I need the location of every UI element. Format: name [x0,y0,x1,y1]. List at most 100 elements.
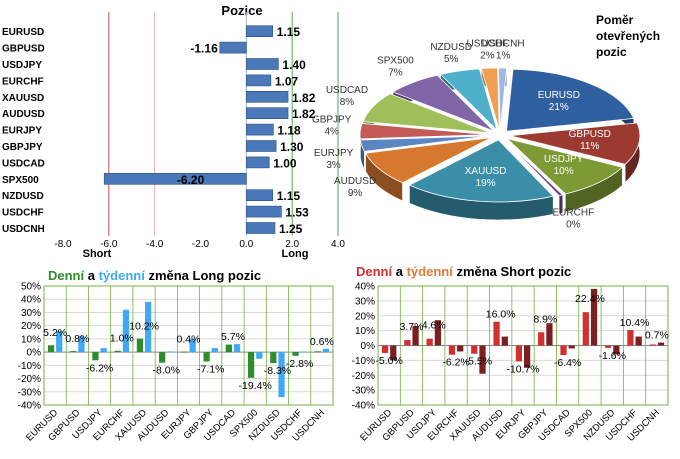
daily-bar [70,351,77,353]
daily-bar [471,345,478,354]
position-bar [246,107,289,119]
x-tick-label: 2.0 [285,239,299,250]
pie-slice [505,137,624,195]
category-label: SPX500 [2,175,39,186]
weekly-bar [256,352,263,359]
value-label: 1.82 [292,91,316,105]
long-title-weekly: týdenní [99,268,146,283]
weekly-bar [100,348,107,353]
value-label: 1.15 [277,189,301,203]
positions-title: Pozice [221,3,262,18]
x-tick-label: -6.0 [100,239,118,250]
weekly-bar [501,336,508,346]
pie-slice-label: USDJPY [544,154,584,165]
pie-slice [506,68,635,132]
data-label: -5.5% [465,356,492,368]
pie-slice [504,139,564,197]
weekly-bar [122,309,130,353]
pie-slice [392,74,495,132]
position-bar [246,156,270,169]
data-label: 5.7% [221,331,245,343]
y-tick-label: 10% [21,334,41,345]
x-tick-label: -2.0 [192,239,210,250]
data-label: 0.6% [310,336,334,348]
weekly-bar [524,345,531,368]
pie-slice [364,137,492,184]
y-tick-label: -10% [18,361,41,372]
data-label: -1.6% [599,350,626,362]
category-label: AUDUSD [2,109,45,120]
value-label: 1.00 [273,156,297,170]
pie-slice-label: USDCNH [482,38,525,49]
position-bar [103,173,247,185]
weekly-bar [322,348,330,353]
daily-bar [448,345,456,355]
x-tick-label: -8.0 [54,239,72,250]
pie-slice-label: AUDUSD [334,176,376,187]
data-label: 4.6% [422,320,446,332]
x-tick-label: -4.0 [146,239,164,250]
daily-bar [159,352,166,363]
pie-slice-percent: 1% [496,50,511,61]
value-label: 1.30 [280,140,304,154]
category-label: USDCHF [2,208,44,219]
data-label: -8.3% [264,365,291,377]
pie-slice-percent: 19% [476,178,496,189]
data-label: -6.2% [442,357,469,369]
pie-slice-percent: 11% [580,141,599,152]
pie-slice [359,123,491,140]
category-label: XAUUSD [2,93,44,104]
short-title-daily: Denní [356,264,393,279]
pie-slice-percent: 4% [324,126,339,137]
pie-slice [362,93,492,134]
weekly-bar [568,345,575,349]
daily-bar [314,351,321,353]
y-tick-label: 30% [21,308,41,319]
daily-bar [604,345,612,348]
pie-slice [359,135,491,152]
pie-title-line-1: Poměr [596,13,634,27]
y-tick-label: 30% [355,296,375,307]
data-label: -6.2% [86,362,113,374]
pie-slice-label: GBPUSD [569,129,611,140]
pie-slice [509,122,641,165]
pie-slice-percent: 21% [549,102,569,113]
weekly-bar [145,301,152,353]
category-label: USDCNH [2,224,45,235]
value-label: 1.18 [277,124,301,138]
weekly-bar [457,345,464,352]
weekly-bar [189,338,196,353]
pie-slice-label: USDCHF [467,39,509,50]
y-tick-label: 0% [361,341,376,352]
y-tick-label: 20% [355,311,375,322]
data-label: -2.8% [286,358,313,370]
pie-slice-percent: 9% [348,188,363,199]
position-bar [246,205,282,218]
weekly-bar [278,352,285,398]
y-tick-label: -30% [18,387,41,398]
weekly-bar [300,351,307,353]
y-tick-label: -30% [352,386,375,397]
data-label: 0.7% [645,330,669,342]
x-tick-label: 0.0 [239,239,253,250]
pie-slice-label: EURCHF [553,208,595,219]
position-bar [246,222,276,234]
y-tick-label: -40% [18,401,41,412]
value-label: 1.25 [279,222,303,236]
y-tick-label: -10% [352,356,375,367]
weekly-bar [434,320,442,346]
position-bar [246,140,277,152]
daily-bar [515,345,522,362]
daily-bar [381,345,389,353]
pie-slice-label: NZDUSD [430,42,472,53]
value-label: 1.15 [277,25,301,39]
data-label: -10.7% [506,363,539,375]
weekly-bar [479,345,486,374]
data-label: -5.0% [375,355,402,367]
daily-bar [627,330,634,346]
data-label: 3.7% [399,321,423,333]
position-bar [219,41,247,54]
position-bar [246,189,273,201]
long-change-chart: Denní a týdenní změna Long pozic 5.2%0.8… [18,268,334,444]
